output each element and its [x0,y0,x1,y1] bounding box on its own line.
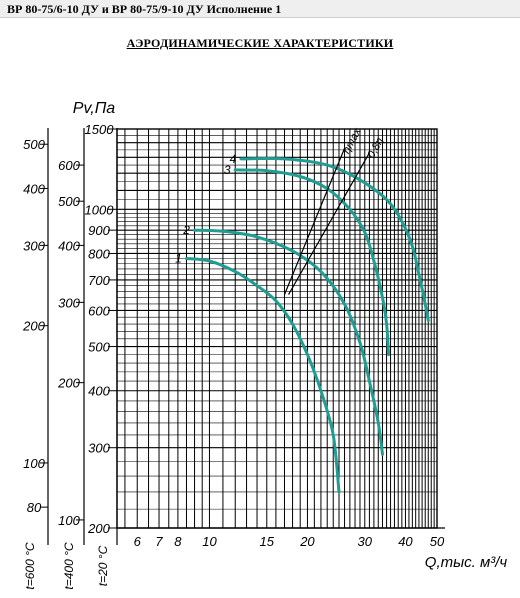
y-tick-label: 1000 [85,202,115,217]
scale-name-label: t=400 °C [62,542,76,589]
x-tick-label: 7 [155,534,163,549]
y-tick-label: 1500 [85,122,115,137]
scale-name-label: t=20 °C [96,545,110,586]
scale-600-tick-label: 200 [22,319,45,334]
scale-600-tick-label: 100 [23,456,45,471]
scale-600-tick-label: 400 [23,181,45,196]
series-curve-2 [193,228,384,456]
x-axis-label: Q,тыс. м³/ч [425,554,508,571]
x-tick-label: 50 [430,534,445,549]
series-curve-4 [239,156,430,323]
scale-name-label: t=600 °C [23,542,37,589]
series-label-2: 2 [182,223,190,237]
y-tick-label: 900 [88,223,110,238]
window-header: ВР 80-75/6-10 ДУ и ВР 80-75/9-10 ДУ Испо… [0,0,520,18]
series-label-1: 1 [175,251,182,265]
scale-600-tick-label: 300 [23,238,45,253]
plot-frame [116,128,438,529]
series-curve-3 [233,168,391,357]
y-tick-label: 500 [88,340,110,355]
y-tick-label: 700 [88,273,110,288]
x-tick-label: 8 [174,534,182,549]
y-tick-label: 400 [88,384,110,399]
scale-400-tick-label: 100 [58,513,80,528]
scale-600-tick-label: 500 [23,137,45,152]
scale-600-tick-label: 80 [27,500,42,515]
x-tick-label: 40 [398,534,413,549]
x-tick-label: 10 [202,534,217,549]
header-title: ВР 80-75/6-10 ДУ и ВР 80-75/9-10 ДУ Испо… [7,2,282,16]
y-tick-label: 200 [87,521,110,536]
scale-400-tick-label: 300 [58,295,80,310]
series-label-3: 3 [224,163,231,177]
y-axis-label: Pv,Па [73,100,116,117]
scale-400-tick-label: 600 [58,158,80,173]
efficiency-line [283,148,346,295]
section-title: АЭРОДИНАМИЧЕСКИЕ ХАРАКТЕРИСТИКИ [126,36,394,50]
y-tick-label: 600 [88,303,110,318]
x-tick-label: 15 [260,534,275,549]
x-tick-label: 20 [299,534,315,549]
y-tick-label: 800 [88,246,110,261]
scale-400-tick-label: 500 [58,194,80,209]
series-label-4: 4 [230,152,237,166]
series-curve-1 [185,257,341,494]
x-tick-label: 30 [358,534,373,549]
scale-400-tick-label: 200 [57,376,80,391]
scale-400-tick-label: 400 [58,238,80,253]
x-tick-label: 6 [134,534,142,549]
efficiency-line [288,152,370,295]
y-tick-label: 300 [88,441,110,456]
efficiency-line-label: 0,8η [365,136,386,161]
